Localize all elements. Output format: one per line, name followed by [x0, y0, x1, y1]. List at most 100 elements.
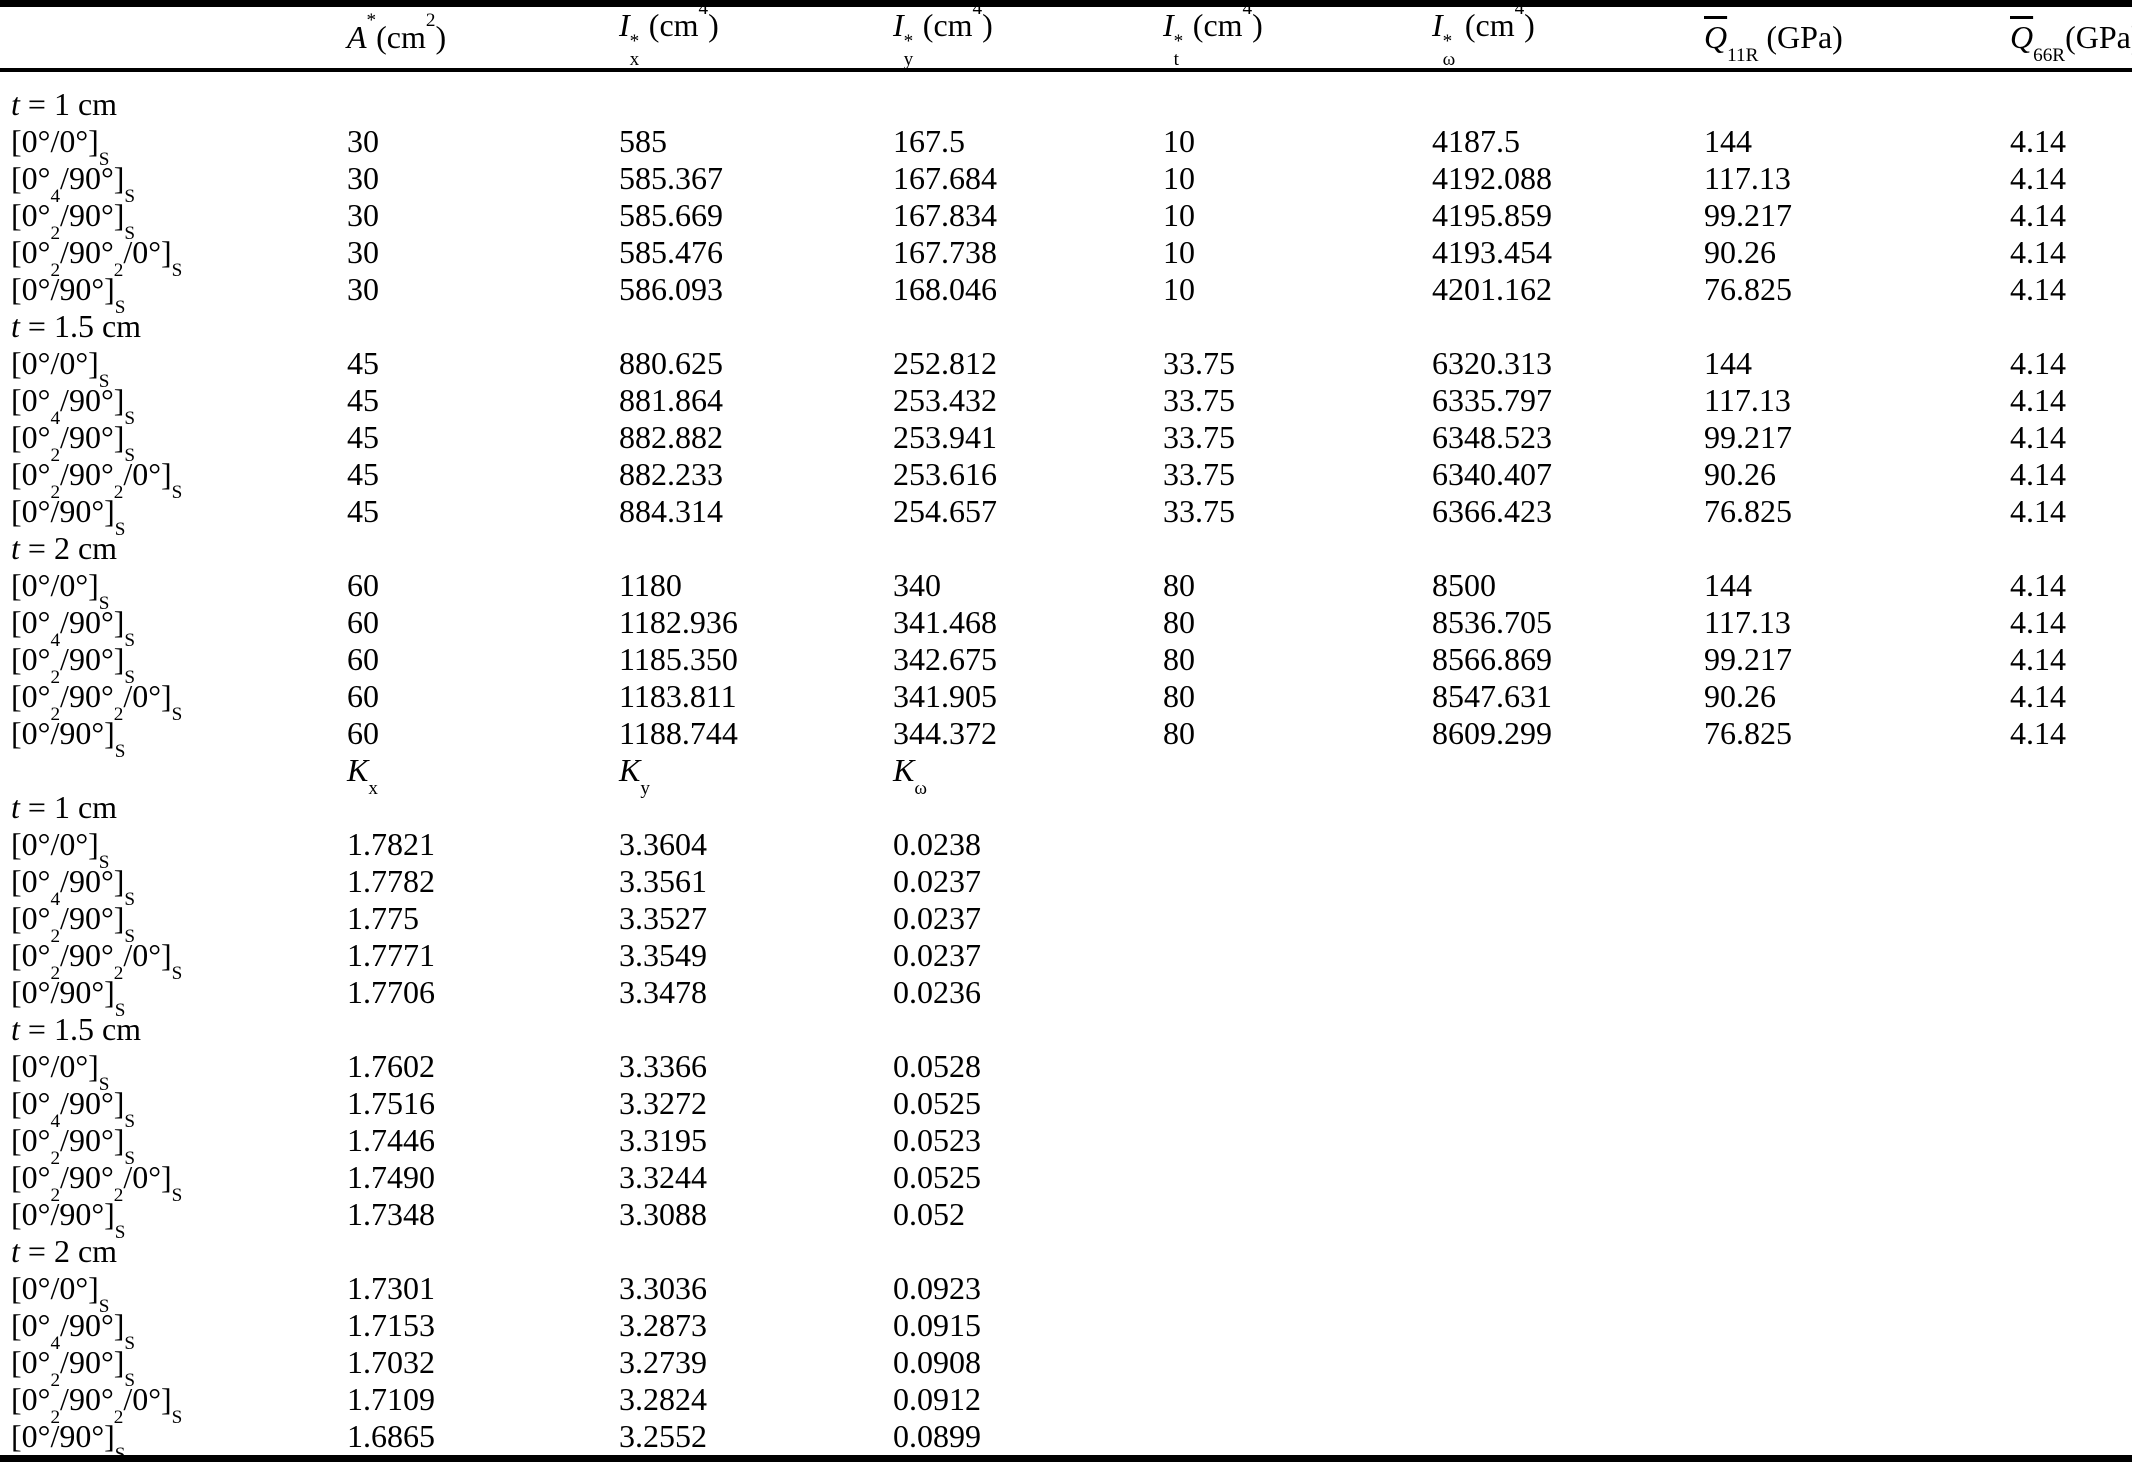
value-cell: 60	[347, 641, 379, 678]
value-cell: 76.825	[1704, 715, 1792, 752]
value-cell: 45	[347, 419, 379, 456]
table-row: [0°/90°]S 60 1188.744 344.372 80 8609.299 76.8…	[0, 715, 2132, 761]
value-cell: 0.0923	[893, 1270, 981, 1307]
k-header-row: Kx Ky Kω	[0, 752, 2132, 799]
empty-cell	[1163, 974, 1432, 1011]
value-cell: 1185.350	[619, 641, 738, 678]
value-cell: 33.75	[1163, 382, 1235, 419]
value-cell: 76.825	[1704, 493, 1792, 530]
value-cell: 99.217	[1704, 641, 1792, 678]
value-cell: 117.13	[1704, 604, 1791, 641]
value-cell: 1182.936	[619, 604, 738, 641]
value-cell: 0.0899	[893, 1418, 981, 1455]
column-header-q66r: Q66R(GPa)	[2010, 3, 2132, 73]
value-cell: 144	[1704, 123, 1752, 160]
group-label-row: t = 2 cm	[0, 1233, 2132, 1270]
value-cell: 585.476	[619, 234, 723, 271]
empty-cell	[1704, 1418, 2010, 1459]
value-cell: 8547.631	[1432, 678, 1552, 715]
empty-cell	[2010, 1270, 2132, 1307]
value-cell: 4187.5	[1432, 123, 1520, 160]
table-row: [0°2/90°2/0°]S 1.7771 3.3549 0.0237	[0, 937, 2132, 983]
empty-cell	[1163, 937, 1432, 974]
table-row: [0°/0°]S 1.7301 3.3036 0.0923	[0, 1270, 2132, 1316]
layup-label: [0°4/90°]S	[11, 160, 136, 207]
value-cell: 3.3272	[619, 1085, 707, 1122]
value-cell: 4.14	[2010, 160, 2066, 197]
value-cell: 3.2873	[619, 1307, 707, 1344]
value-cell: 340	[893, 567, 941, 604]
value-cell: 144	[1704, 567, 1752, 604]
value-cell: 8536.705	[1432, 604, 1552, 641]
layup-label: [0°/0°]S	[11, 1048, 110, 1095]
empty-cell	[1163, 1307, 1432, 1344]
layup-label: [0°/0°]S	[11, 345, 110, 392]
value-cell: 80	[1163, 567, 1195, 604]
value-cell: 341.905	[893, 678, 997, 715]
table-row: [0°4/90°]S 45 881.864 253.432 33.75 6335.797 1…	[0, 382, 2132, 428]
value-cell: 4.14	[2010, 197, 2066, 234]
value-cell: 3.3527	[619, 900, 707, 937]
column-header-ix: I * x (cm4)	[619, 0, 893, 73]
value-cell: 45	[347, 382, 379, 419]
value-cell: 6340.407	[1432, 456, 1552, 493]
empty-cell	[2010, 1159, 2132, 1196]
value-cell: 3.2824	[619, 1381, 707, 1418]
value-cell: 4.14	[2010, 715, 2066, 752]
group-label-row: t = 2 cm	[0, 530, 2132, 567]
layup-label: [0°/0°]S	[11, 826, 110, 873]
value-cell: 8500	[1432, 567, 1496, 604]
layup-label: [0°/0°]S	[11, 567, 110, 614]
table-row: [0°/0°]S 30 585 167.5 10 4187.5 144 4.14	[0, 123, 2132, 169]
header-row: A*(cm2) I * x (cm4) I * y (cm4) I * t (cm4) I *…	[0, 0, 2132, 73]
empty-cell	[1432, 1159, 1704, 1196]
value-cell: 6320.313	[1432, 345, 1552, 382]
empty-cell	[1432, 937, 1704, 974]
empty-cell	[1704, 1344, 2010, 1381]
value-cell: 60	[347, 567, 379, 604]
value-cell: 80	[1163, 641, 1195, 678]
empty-cell	[1432, 1270, 1704, 1307]
value-cell: 1.7771	[347, 937, 435, 974]
table-row: [0°/90°]S 30 586.093 168.046 10 4201.162 76.82…	[0, 271, 2132, 317]
table-row: [0°/90°]S 1.7706 3.3478 0.0236	[0, 974, 2132, 1020]
table-row: [0°2/90°]S 60 1185.350 342.675 80 8566.869 99.…	[0, 641, 2132, 687]
k-column-header: Ky	[619, 752, 650, 799]
empty-cell	[1704, 1122, 2010, 1159]
empty-cell	[1432, 1418, 1704, 1459]
value-cell: 60	[347, 604, 379, 641]
value-cell: 1.6865	[347, 1418, 435, 1455]
empty-cell	[1163, 1085, 1432, 1122]
empty-cell	[1704, 863, 2010, 900]
value-cell: 1183.811	[619, 678, 737, 715]
value-cell: 3.3549	[619, 937, 707, 974]
table-row: [0°/90°]S 1.6865 3.2552 0.0899	[0, 1418, 2132, 1464]
value-cell: 10	[1163, 271, 1195, 308]
empty-cell	[1163, 826, 1432, 863]
table-row: [0°/90°]S 1.7348 3.3088 0.052	[0, 1196, 2132, 1242]
value-cell: 167.738	[893, 234, 997, 271]
value-cell: 0.0238	[893, 826, 981, 863]
value-cell: 80	[1163, 715, 1195, 752]
value-cell: 253.616	[893, 456, 997, 493]
empty-cell	[1432, 826, 1704, 863]
value-cell: 254.657	[893, 493, 997, 530]
table-row: [0°2/90°2/0°]S 45 882.233 253.616 33.75 6340.…	[0, 456, 2132, 502]
value-cell: 4.14	[2010, 678, 2066, 715]
group-label: t = 1.5 cm	[11, 1011, 142, 1048]
table-row: [0°/90°]S 45 884.314 254.657 33.75 6366.423 76…	[0, 493, 2132, 539]
empty-cell	[1704, 752, 2010, 789]
layup-label: [0°2/90°2/0°]S	[11, 678, 183, 725]
empty-cell	[2010, 826, 2132, 863]
empty-cell	[2010, 863, 2132, 900]
column-header-iomega: I * ω (cm4)	[1432, 0, 1704, 73]
value-cell: 60	[347, 715, 379, 752]
table-row: [0°2/90°]S 45 882.882 253.941 33.75 6348.523 9…	[0, 419, 2132, 465]
value-cell: 1.7602	[347, 1048, 435, 1085]
group-label-row: t = 1 cm	[0, 789, 2132, 826]
layup-label: [0°2/90°]S	[11, 1122, 136, 1169]
table-row: [0°2/90°]S 1.7032 3.2739 0.0908	[0, 1344, 2132, 1390]
value-cell: 0.0237	[893, 863, 981, 900]
value-cell: 1.775	[347, 900, 419, 937]
